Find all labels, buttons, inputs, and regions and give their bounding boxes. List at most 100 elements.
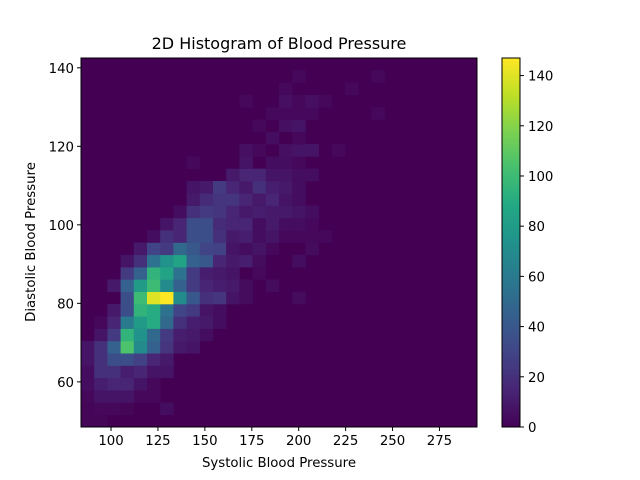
- heatmap-cell: [213, 193, 227, 206]
- heatmap-cell: [199, 279, 214, 292]
- x-tick-label: 125: [145, 434, 170, 449]
- heatmap-cell: [226, 205, 240, 219]
- heatmap-cell: [213, 242, 227, 256]
- heatmap-cell: [252, 205, 267, 219]
- heatmap-cell: [199, 242, 214, 256]
- heatmap-cell: [173, 254, 187, 268]
- heatmap-cell: [279, 168, 293, 182]
- colorbar-segment: [502, 347, 520, 351]
- y-axis-label: Diastolic Blood Pressure: [24, 162, 39, 322]
- colorbar-segment: [502, 85, 520, 90]
- heatmap-cell: [199, 205, 214, 219]
- heatmap-cell: [239, 205, 253, 219]
- colorbar-segment: [502, 377, 520, 382]
- heatmap-cell: [226, 254, 240, 268]
- colorbar-segment: [502, 331, 520, 336]
- colorbar-segment: [502, 116, 520, 121]
- heatmap-cell: [120, 365, 135, 379]
- x-tick-label: 250: [380, 434, 405, 449]
- colorbar-segment: [502, 73, 520, 77]
- heatmap-cell: [279, 107, 293, 120]
- colorbar-segment: [502, 137, 520, 142]
- heatmap-cell: [186, 254, 201, 268]
- colorbar-segment: [502, 82, 520, 87]
- heatmap-cell: [186, 328, 201, 342]
- heatmap-cell: [160, 340, 174, 354]
- heatmap-cell: [199, 304, 214, 317]
- colorbar-segment: [502, 64, 520, 68]
- colorbar-segment: [502, 190, 520, 194]
- heatmap-cell: [186, 242, 201, 256]
- heatmap-cell: [147, 390, 161, 403]
- heatmap-cell: [160, 254, 174, 268]
- colorbar-segment: [502, 383, 520, 388]
- heatmap-cell: [252, 230, 267, 243]
- heatmap-cell: [239, 144, 253, 157]
- heatmap-cell: [147, 377, 161, 391]
- heatmap-cell: [81, 353, 95, 366]
- heatmap-cell: [331, 144, 346, 157]
- heatmap-cell: [292, 168, 306, 182]
- heatmap-cell: [239, 94, 253, 108]
- heatmap-cell: [107, 304, 121, 317]
- heatmap-cell: [173, 316, 187, 329]
- heatmap-cell: [160, 291, 174, 305]
- colorbar-segment: [502, 165, 520, 170]
- colorbar-segment: [502, 343, 520, 348]
- y-tick-label: 80: [57, 297, 74, 312]
- x-axis: 100 125 150 175 200 225 250 275: [98, 427, 452, 449]
- heatmap-cell: [133, 377, 148, 391]
- heatmap-cell: [107, 316, 121, 329]
- heatmap-cell: [292, 181, 306, 194]
- colorbar-segment: [502, 264, 520, 268]
- heatmap-cell: [199, 316, 214, 329]
- colorbar-segment: [502, 220, 520, 225]
- heatmap-cell: [186, 156, 201, 169]
- colorbar-segment: [502, 125, 520, 130]
- heatmap-cell: [265, 230, 280, 243]
- heatmap-cell: [186, 279, 201, 292]
- colorbar-segment: [502, 245, 520, 250]
- colorbar-segment: [502, 368, 520, 373]
- heatmap-cell: [252, 217, 267, 231]
- colorbar-segment: [502, 393, 520, 397]
- heatmap-cell: [279, 193, 293, 206]
- heatmap-cell: [292, 291, 306, 305]
- heatmap-cell: [213, 267, 227, 280]
- heatmap-cell: [173, 279, 187, 292]
- heatmap-cell: [199, 193, 214, 206]
- heatmap-cell: [292, 217, 306, 231]
- heatmap-cell: [173, 340, 187, 354]
- colorbar-segment: [502, 251, 520, 256]
- colorbar-segment: [502, 79, 520, 84]
- heatmap-cell: [252, 242, 267, 256]
- heatmap-cell: [305, 144, 319, 157]
- heatmap-cell: [133, 267, 148, 280]
- heatmap-cell: [252, 193, 267, 206]
- colorbar-segment: [502, 276, 520, 280]
- heatmap-cell: [279, 144, 293, 157]
- heatmap-cell: [107, 328, 121, 342]
- colorbar-segment: [502, 217, 520, 222]
- heatmap-cell: [120, 279, 135, 292]
- colorbar-segment: [502, 141, 520, 145]
- heatmap-cell: [133, 254, 148, 268]
- colorbar-segment: [502, 181, 520, 185]
- colorbar-segment: [502, 91, 520, 96]
- heatmap-cell: [120, 316, 135, 329]
- colorbar-segment: [502, 297, 520, 302]
- colorbar-segment: [502, 202, 520, 207]
- colorbar-segment: [502, 104, 520, 108]
- heatmap-cell: [120, 390, 135, 403]
- colorbar-segment: [502, 328, 520, 333]
- colorbar-segment: [502, 423, 520, 428]
- heatmap-cell: [133, 316, 148, 329]
- heatmap-cell: [213, 254, 227, 268]
- heatmap-cell: [265, 217, 280, 231]
- colorbar-segment: [502, 300, 520, 305]
- colorbar-segment: [502, 187, 520, 191]
- heatmap-cell: [147, 279, 161, 292]
- colorbar-segment: [502, 184, 520, 188]
- heatmap-cell: [252, 168, 267, 182]
